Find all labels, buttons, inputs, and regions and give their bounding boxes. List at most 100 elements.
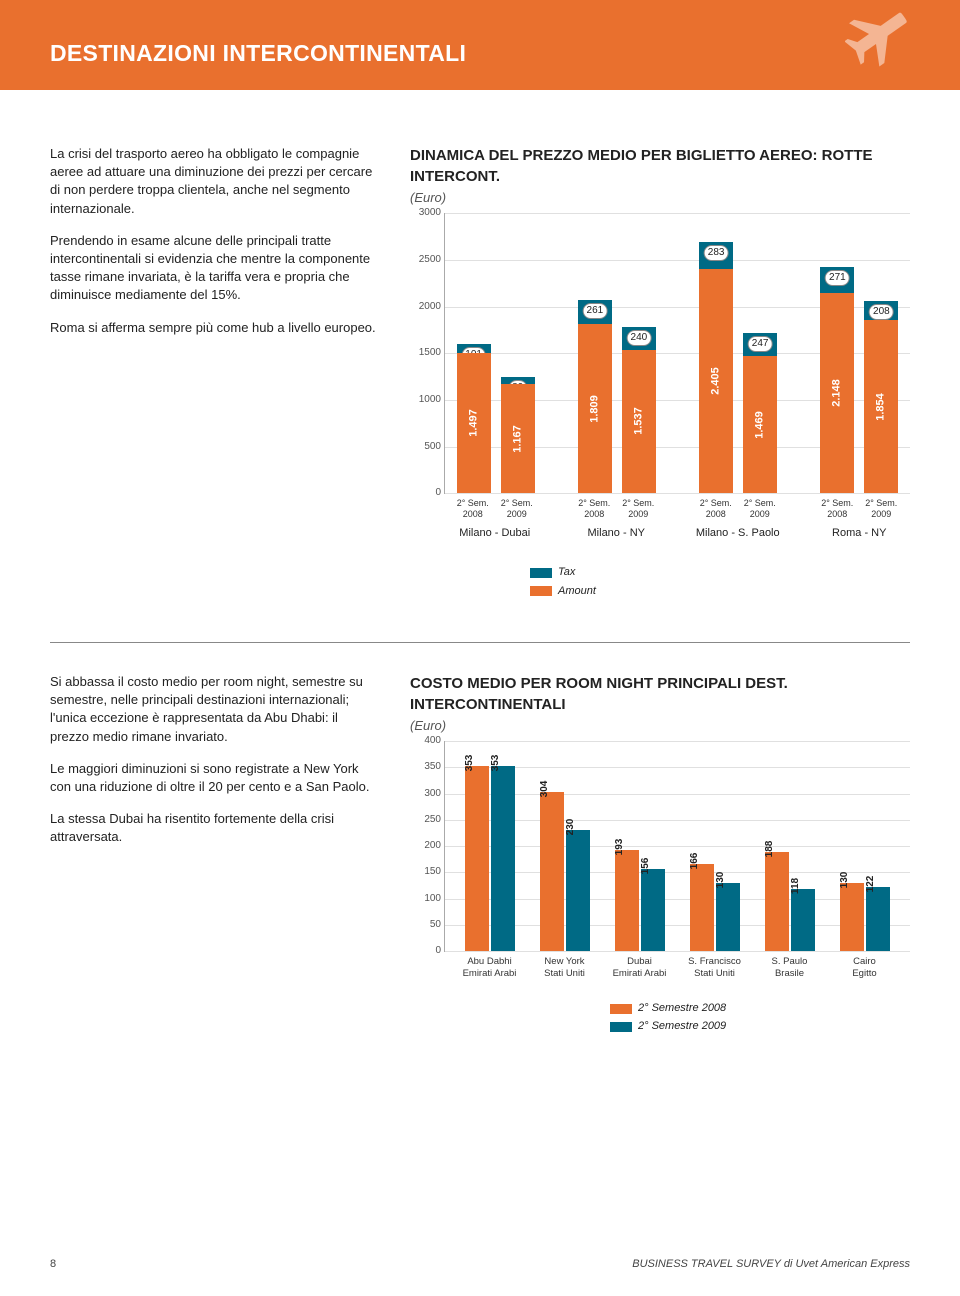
bar-group: 353353 xyxy=(453,741,528,951)
bar-segment-tax: 271 xyxy=(820,267,854,292)
chart-subtitle: (Euro) xyxy=(410,189,910,207)
stacked-bar: 271 2.148 xyxy=(820,213,854,493)
bar-group: 130122 xyxy=(827,741,902,951)
bar: 304 xyxy=(540,792,564,952)
bar: 118 xyxy=(791,889,815,951)
bar-segment-tax: 261 xyxy=(578,300,612,324)
chart-plot-area: 050100150200250300350400 353353304230193… xyxy=(444,741,910,951)
bar-value-label: 156 xyxy=(639,858,653,875)
route-label: Milano - Dubai xyxy=(444,524,546,541)
page-number: 8 xyxy=(50,1257,56,1272)
bar: 122 xyxy=(866,887,890,951)
stacked-bar: 1011.497 xyxy=(457,213,491,493)
x-tick-label: 2° Sem.2009 xyxy=(864,498,898,520)
bar-value-label: 130 xyxy=(838,872,852,889)
bar: 130 xyxy=(840,883,864,951)
legend-swatch-teal xyxy=(610,1022,632,1032)
x-tick-label: 2° Sem.2008 xyxy=(820,498,854,520)
bar-value-label: 188 xyxy=(763,841,777,858)
chart-subtitle: (Euro) xyxy=(410,717,910,735)
x-tick-label: Abu DabhiEmirati Arabi xyxy=(452,952,527,979)
bar-group: 166130 xyxy=(677,741,752,951)
bar-segment-tax: 101 xyxy=(457,344,491,353)
legend-swatch-orange xyxy=(530,586,552,596)
legend-label: 2° Semestre 2009 xyxy=(638,1019,726,1034)
chart-x-axis: Abu DabhiEmirati ArabiNew YorkStati Unit… xyxy=(444,951,910,979)
page-title: DESTINAZIONI INTERCONTINENTALI xyxy=(50,37,466,69)
stacked-bar: 2401.537 xyxy=(622,213,656,493)
bar-segment-amount: 1.167 xyxy=(501,384,535,493)
amount-value-label: 1.167 xyxy=(510,425,525,453)
bar-group: 193156 xyxy=(603,741,678,951)
bar: 130 xyxy=(716,883,740,951)
airplane-icon xyxy=(845,3,910,68)
bar: 166 xyxy=(690,864,714,951)
bar: 353 xyxy=(465,766,489,951)
bar-value-label: 130 xyxy=(714,872,728,889)
airfare-text: La crisi del trasporto aereo ha obbligat… xyxy=(50,145,380,602)
tax-value-label: 271 xyxy=(825,270,850,286)
roomnight-chart: COSTO MEDIO PER ROOM NIGHT PRINCIPALI DE… xyxy=(410,673,910,1038)
paragraph: Prendendo in esame alcune delle principa… xyxy=(50,232,380,305)
x-tick-label: S. FranciscoStati Uniti xyxy=(677,952,752,979)
bar-value-label: 230 xyxy=(564,819,578,836)
tax-value-label: 208 xyxy=(869,304,894,320)
tax-value-label: 261 xyxy=(583,303,608,319)
x-tick-label: 2° Sem.2008 xyxy=(699,498,733,520)
tax-value-label: 240 xyxy=(627,330,652,346)
bar: 353 xyxy=(491,766,515,951)
x-tick-label: 2° Sem.2008 xyxy=(456,498,490,520)
bar-value-label: 118 xyxy=(789,878,803,894)
bar: 156 xyxy=(641,869,665,951)
legend-swatch-teal xyxy=(530,568,552,578)
x-tick-label: 2° Sem.2009 xyxy=(743,498,777,520)
route-label: Milano - NY xyxy=(566,524,668,541)
bar-segment-amount: 2.405 xyxy=(699,269,733,493)
stacked-bar: 261 1.809 xyxy=(578,213,612,493)
page-footer: 8 BUSINESS TRAVEL SURVEY di Uvet America… xyxy=(50,1257,910,1272)
chart-legend: Tax Amount xyxy=(530,565,910,599)
x-tick-label: 2° Sem.2008 xyxy=(577,498,611,520)
bar: 230 xyxy=(566,830,590,951)
x-tick-label: DubaiEmirati Arabi xyxy=(602,952,677,979)
paragraph: La stessa Dubai ha risentito fortemente … xyxy=(50,810,380,846)
bar-segment-tax: 247 xyxy=(743,333,777,356)
bar-value-label: 353 xyxy=(463,754,477,771)
bar-group: 188118 xyxy=(752,741,827,951)
section-roomnight: Si abbassa il costo medio per room night… xyxy=(0,643,960,1058)
bar: 193 xyxy=(615,850,639,951)
amount-value-label: 2.148 xyxy=(830,379,845,407)
amount-value-label: 1.809 xyxy=(587,395,602,423)
bar-value-label: 353 xyxy=(489,754,503,771)
bar-value-label: 166 xyxy=(688,853,702,870)
bar-value-label: 122 xyxy=(864,876,878,893)
stacked-bar: 2081.854 xyxy=(864,213,898,493)
bar-segment-amount: 1.809 xyxy=(578,324,612,493)
route-label: Roma - NY xyxy=(809,524,911,541)
chart-title: DINAMICA DEL PREZZO MEDIO PER BIGLIETTO … xyxy=(410,145,910,187)
amount-value-label: 1.469 xyxy=(752,411,767,439)
bar-segment-amount: 2.148 xyxy=(820,293,854,493)
chart-plot-area: 050010001500200025003000 1011.497801.167… xyxy=(444,213,910,493)
bar-value-label: 304 xyxy=(538,780,552,797)
legend-item-amount: Amount xyxy=(530,584,910,599)
page-header: DESTINAZIONI INTERCONTINENTALI xyxy=(0,0,960,90)
legend-label: Tax xyxy=(558,565,575,580)
chart-x-axis: 2° Sem.2008 2° Sem.2009 2° Sem.2008 2° Sem.… xyxy=(444,493,910,520)
bar: 188 xyxy=(765,852,789,951)
section-airfare: La crisi del trasporto aereo ha obbligat… xyxy=(0,90,960,622)
bar-segment-amount: 1.854 xyxy=(864,320,898,493)
x-tick-label: S. PauloBrasile xyxy=(752,952,827,979)
roomnight-text: Si abbassa il costo medio per room night… xyxy=(50,673,380,1038)
bar-segment-tax: 283 xyxy=(699,242,733,268)
legend-item-2008: 2° Semestre 2008 xyxy=(610,1001,910,1016)
paragraph: Le maggiori diminuzioni si sono registra… xyxy=(50,760,380,796)
tax-value-label: 247 xyxy=(748,336,773,352)
paragraph: Roma si afferma sempre più come hub a li… xyxy=(50,319,380,337)
bar-segment-amount: 1.497 xyxy=(457,353,491,493)
chart-title: COSTO MEDIO PER ROOM NIGHT PRINCIPALI DE… xyxy=(410,673,910,715)
paragraph: La crisi del trasporto aereo ha obbligat… xyxy=(50,145,380,218)
bar-segment-amount: 1.469 xyxy=(743,356,777,493)
x-tick-label: 2° Sem.2009 xyxy=(621,498,655,520)
legend-item-tax: Tax xyxy=(530,565,910,580)
